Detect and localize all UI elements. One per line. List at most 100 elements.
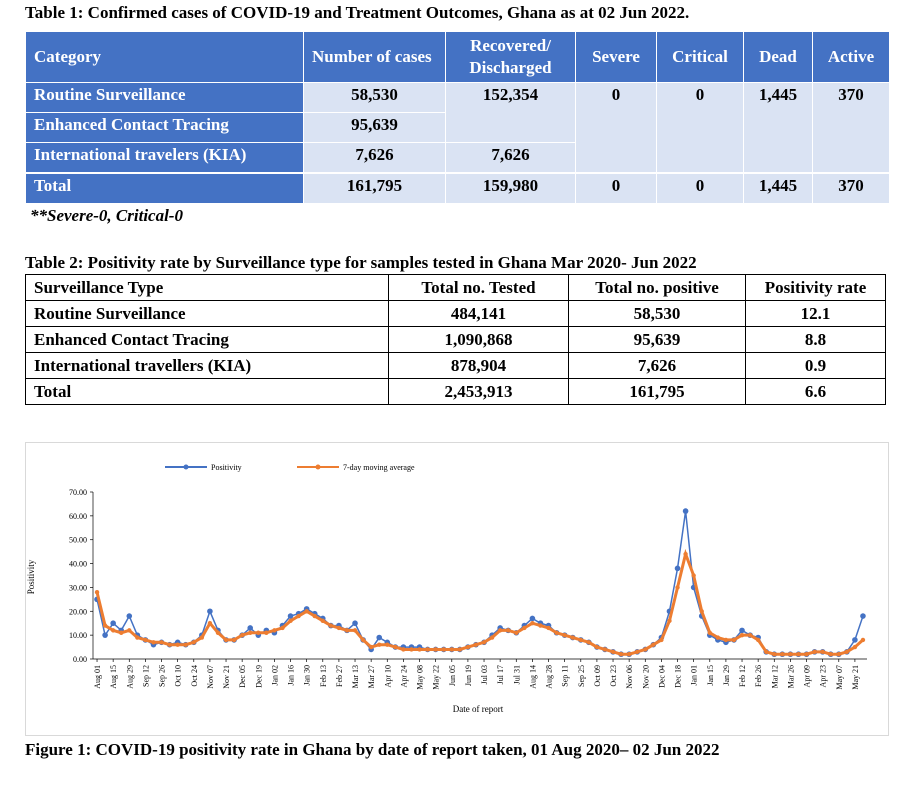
data-point (207, 621, 213, 626)
x-tick-label: Dec 19 (254, 665, 263, 688)
data-point (94, 590, 100, 595)
x-tick-label: Jul 31 (512, 665, 521, 684)
cell: 7,626 (568, 352, 746, 379)
cell: 0 (656, 172, 744, 204)
chart: Positivity Date of report 0.00 10.00 20.00… (25, 442, 889, 736)
data-point (812, 649, 817, 655)
data-point (336, 625, 342, 631)
data-point (772, 652, 777, 657)
row: Enhanced Contact Tracing 1,090,868 95,639 8… (25, 326, 886, 353)
x-tick-label: May 08 (416, 665, 425, 690)
data-point (287, 613, 294, 619)
x-tick-label: Aug 15 (109, 665, 118, 689)
cell: 1,090,868 (388, 326, 569, 353)
x-tick-label: Jun 05 (448, 665, 457, 686)
x-tick-label: Aug 28 (545, 665, 554, 689)
data-point (804, 652, 809, 657)
data-point (691, 573, 696, 578)
data-point (522, 625, 527, 631)
x-tick-label: Mar 26 (786, 665, 795, 688)
cell: Routine Surveillance (25, 300, 389, 327)
cell: 370 (812, 82, 890, 174)
data-point (304, 609, 309, 614)
x-tick-label: Jan 29 (722, 665, 731, 686)
cell: 161,795 (568, 378, 746, 405)
x-tick-label: Nov 20 (641, 665, 650, 689)
x-tick-label: Feb 26 (754, 665, 763, 687)
x-tick-label: Jun 19 (464, 665, 473, 686)
data-point (481, 640, 487, 645)
data-point (320, 618, 325, 624)
x-tick-label: Jul 17 (496, 665, 505, 684)
data-point (215, 630, 221, 635)
x-tick-label: Feb 27 (335, 665, 344, 687)
data-point (731, 637, 737, 643)
x-tick-label: Jan 15 (706, 665, 715, 686)
row: International travellers (KIA) 878,904 7,6… (25, 352, 886, 379)
x-tick-label: Oct 23 (609, 665, 618, 687)
data-point (473, 642, 479, 647)
x-tick-label: Apr 09 (803, 665, 812, 687)
x-tick-label: Feb 12 (738, 665, 747, 687)
data-point (578, 637, 583, 643)
x-tick-label: Sep 11 (561, 665, 570, 687)
cell: 0 (575, 172, 657, 204)
header-cell: Total no. Tested (388, 274, 569, 301)
data-point (377, 642, 382, 647)
data-point (296, 613, 301, 619)
data-point (207, 608, 213, 615)
x-tick-label: May 22 (432, 665, 441, 690)
data-point (441, 647, 446, 652)
y-tick-label: 10.00 (69, 631, 87, 640)
x-tick-label: Mar 27 (367, 665, 376, 688)
cell: Routine Surveillance (25, 82, 304, 113)
header-cell: Severe (575, 31, 657, 83)
x-tick-label: Feb 13 (319, 665, 328, 687)
data-point (626, 652, 632, 657)
data-point (860, 637, 866, 643)
cell: 0.9 (745, 352, 886, 379)
data-point (360, 637, 366, 643)
data-point (514, 630, 519, 635)
data-point (554, 630, 559, 635)
y-tick-label: 60.00 (69, 512, 87, 521)
data-point (530, 621, 535, 626)
cell: International travellers (KIA) (25, 352, 389, 379)
cell: 0 (575, 82, 657, 174)
data-point (747, 632, 753, 638)
header-cell: Total no. positive (568, 274, 746, 301)
data-point (602, 647, 608, 652)
data-point (401, 647, 406, 652)
x-tick-label: Jul 03 (480, 665, 489, 684)
data-point (465, 644, 471, 650)
data-point (110, 620, 116, 627)
row: Total 161,795 159,980 0 0 1,445 370 (25, 172, 890, 204)
data-point (457, 647, 463, 652)
data-point (852, 644, 858, 650)
y-axis-label: Positivity (26, 559, 36, 594)
data-point (546, 625, 551, 631)
header-row: Surveillance Type Total no. Tested Total… (25, 274, 886, 301)
data-point (506, 628, 511, 633)
legend-marker (183, 464, 189, 470)
data-point (699, 609, 704, 614)
data-point (352, 620, 358, 627)
data-point (562, 632, 567, 638)
data-point (844, 649, 850, 655)
data-point (223, 637, 229, 643)
header-cell: Dead (743, 31, 813, 83)
x-tick-label: Nov 06 (625, 665, 634, 689)
data-point (651, 642, 656, 647)
data-point (489, 635, 495, 640)
data-point (707, 630, 712, 635)
cell: 58,530 (303, 82, 446, 113)
data-point (328, 623, 334, 628)
header-cell: Positivity rate (745, 274, 886, 301)
cell: 484,141 (388, 300, 569, 327)
row: International travelers (KIA) 7,626 7,62… (25, 142, 890, 174)
x-tick-label: Dec 04 (657, 665, 666, 688)
data-point (828, 652, 833, 657)
cell: 6.6 (745, 378, 886, 405)
data-point (143, 637, 148, 643)
data-point (610, 649, 616, 655)
